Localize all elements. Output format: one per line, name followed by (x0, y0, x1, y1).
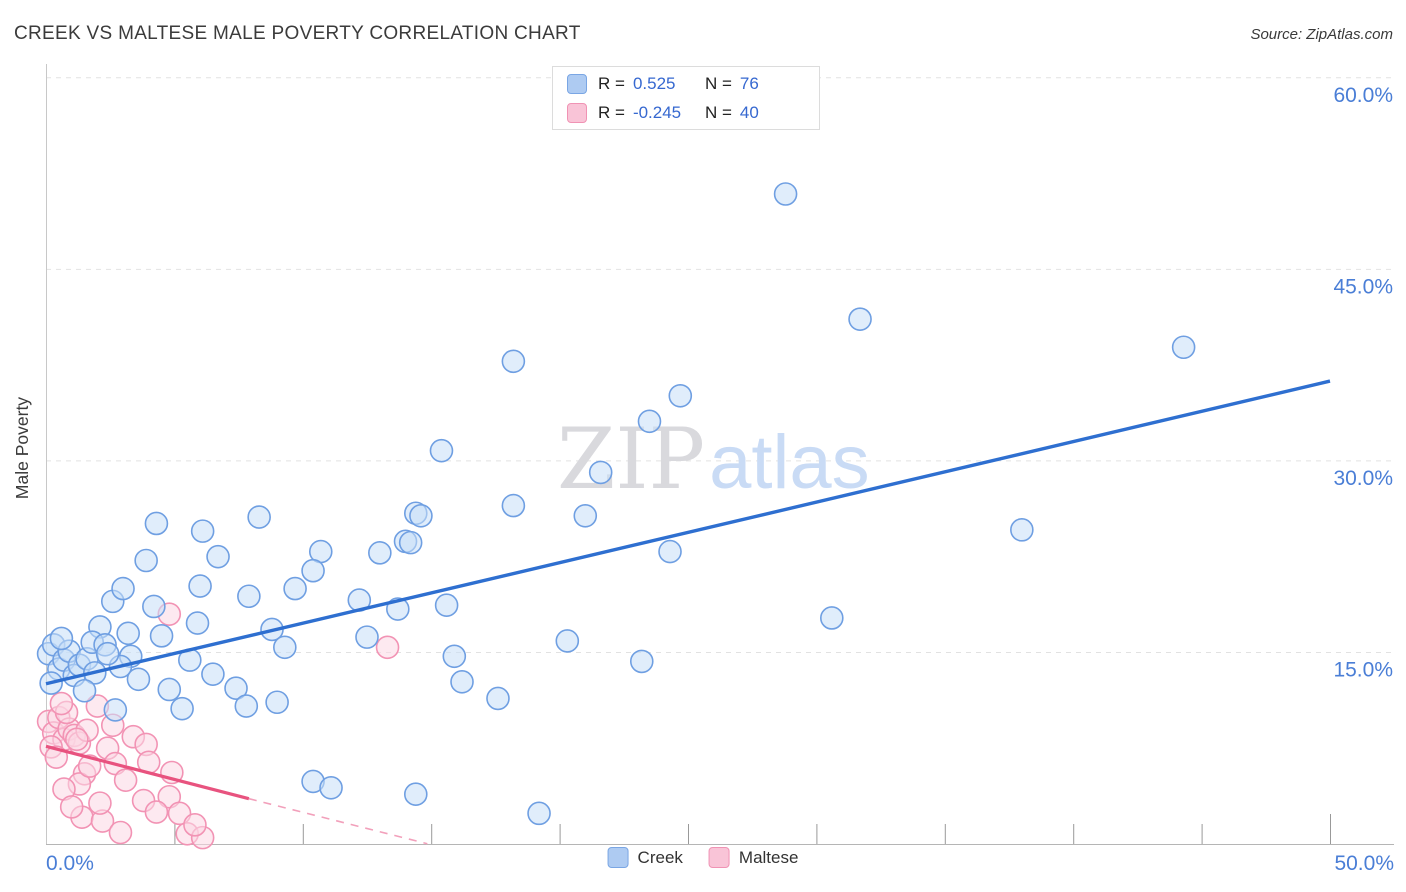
creek-point (283, 576, 307, 601)
creek-point (355, 625, 379, 649)
creek-swatch-icon (567, 73, 587, 94)
creek-trendline (45, 379, 1331, 686)
creek-point (157, 677, 182, 702)
creek-r-label: R = (598, 73, 625, 93)
creek-point (95, 641, 120, 666)
creek-point (206, 544, 230, 569)
creek-point (442, 644, 467, 669)
creek-point (116, 621, 140, 646)
creek-point (301, 558, 325, 583)
creek-point (134, 548, 158, 573)
creek-point (486, 686, 510, 711)
legend-row-creek: R = 0.525 N = 76 (567, 72, 819, 96)
creek-legend-label: Creek (637, 847, 683, 867)
creek-point (237, 584, 261, 609)
x-tick-label-max: 50.0% (1334, 852, 1394, 875)
maltese-legend-swatch-icon (708, 847, 730, 868)
creek-point (1171, 335, 1196, 360)
creek-point (265, 690, 289, 715)
creek-point (773, 182, 798, 206)
creek-point (658, 539, 682, 564)
creek-point (848, 307, 872, 331)
creek-point (142, 594, 166, 619)
creek-point (72, 678, 97, 703)
maltese-trendline-extension (248, 797, 428, 845)
creek-legend-swatch-icon (607, 847, 629, 868)
maltese-point (65, 727, 89, 752)
creek-point (403, 782, 428, 806)
source-credit: Source: ZipAtlas.com (1250, 26, 1393, 43)
maltese-r-label: R = (598, 102, 625, 122)
creek-point (170, 696, 194, 721)
creek-point (185, 611, 210, 635)
maltese-swatch-icon (567, 102, 587, 123)
legend-item-creek: Creek (607, 847, 683, 868)
maltese-n-value: 40 (739, 102, 759, 122)
creek-point (144, 511, 169, 536)
creek-point (188, 574, 212, 598)
creek-point (49, 626, 74, 651)
creek-point (247, 505, 271, 529)
maltese-point (113, 768, 138, 792)
creek-point (234, 694, 259, 718)
creek-point (555, 629, 580, 653)
y-axis-title: Male Poverty (12, 397, 32, 499)
maltese-point (49, 691, 74, 716)
creek-point (501, 493, 526, 518)
page-title: CREEK VS MALTESE MALE POVERTY CORRELATIO… (14, 23, 581, 44)
maltese-point (183, 813, 207, 837)
creek-point (273, 635, 297, 660)
y-tick-label: 15.0% (1333, 658, 1393, 681)
creek-n-value: 76 (739, 73, 759, 93)
creek-point (501, 349, 526, 374)
creek-point (126, 667, 151, 692)
maltese-r-value: -0.245 (632, 102, 682, 122)
creek-point (103, 698, 128, 722)
x-tick-label-min: 0.0% (46, 852, 94, 875)
creek-point (409, 504, 433, 528)
maltese-legend-label: Maltese (738, 847, 799, 867)
creek-point (450, 670, 474, 694)
creek-point (149, 624, 174, 648)
creek-point (588, 460, 613, 485)
creek-point (1010, 518, 1034, 542)
maltese-n-label: N = (704, 102, 732, 122)
creek-point (434, 593, 459, 618)
creek-point (398, 530, 423, 555)
creek-r-value: 0.525 (632, 73, 676, 93)
legend-item-maltese: Maltese (708, 847, 799, 868)
maltese-point (375, 635, 400, 660)
y-tick-label: 45.0% (1333, 275, 1393, 298)
creek-point (111, 576, 135, 601)
creek-point (527, 801, 551, 826)
creek-point (201, 662, 225, 686)
maltese-trendline (45, 744, 250, 801)
legend-row-maltese: R = -0.245 N = 40 (567, 101, 819, 125)
watermark: ZIPatlas (557, 410, 870, 508)
creek-point (820, 606, 844, 630)
creek-point (429, 438, 454, 463)
creek-point (368, 541, 392, 565)
creek-point (629, 649, 654, 674)
correlation-legend-box: R = 0.525 N = 76 R = -0.245 N = 40 (552, 66, 820, 130)
series-legend: Creek Maltese (607, 847, 799, 868)
creek-point (637, 409, 662, 434)
creek-point (319, 776, 343, 800)
creek-point (190, 519, 215, 543)
maltese-point (59, 795, 84, 819)
maltese-point (108, 820, 133, 845)
creek-point (573, 504, 598, 528)
creek-n-label: N = (704, 73, 732, 93)
creek-point (224, 676, 248, 701)
y-tick-label: 60.0% (1333, 84, 1393, 107)
y-tick-label: 30.0% (1333, 467, 1393, 490)
maltese-point (144, 800, 169, 824)
creek-point (668, 383, 693, 408)
maltese-point (88, 791, 112, 815)
